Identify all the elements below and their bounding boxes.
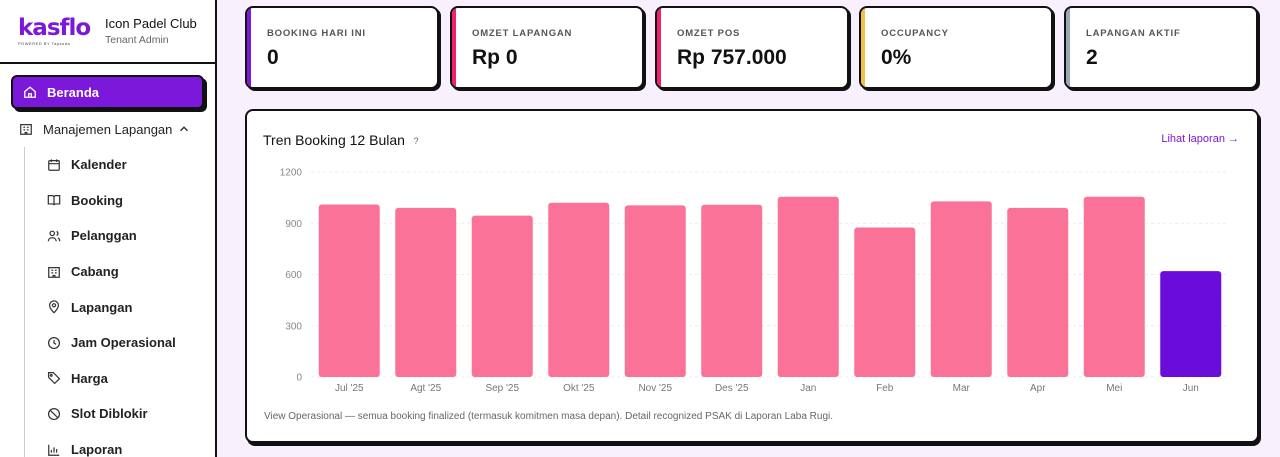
sidebar-item-kalender[interactable]: Kalender: [25, 147, 215, 183]
ban-icon: [47, 407, 61, 421]
stat-label: OMZET LAPANGAN: [472, 28, 573, 39]
building-icon: [47, 265, 61, 279]
sidebar: kasflo POWERED BY Tapsoda Icon Padel Clu…: [0, 0, 217, 457]
stat-value: 0: [267, 46, 279, 69]
y-tick-label: 600: [285, 270, 302, 281]
x-tick-label: Jan: [800, 383, 816, 394]
chart-footnote: View Operasional — semua booking finaliz…: [264, 411, 834, 422]
stat-label: BOOKING HARI INI: [267, 28, 366, 39]
sidebar-item-slot-diblokir[interactable]: Slot Diblokir: [25, 396, 215, 432]
y-tick-label: 1200: [280, 168, 303, 179]
stat-value: 2: [1086, 46, 1098, 69]
sidebar-item-pelanggan[interactable]: Pelanggan: [25, 218, 215, 254]
x-tick-label: Mar: [953, 383, 971, 394]
calendar-icon: [47, 158, 61, 172]
chart-icon: [47, 443, 61, 457]
x-tick-label: Jun: [1183, 383, 1199, 394]
card-accent: [1066, 8, 1070, 87]
brand-header: kasflo POWERED BY Tapsoda Icon Padel Clu…: [0, 0, 215, 64]
club-name: Icon Padel Club: [105, 15, 197, 31]
sidebar-item-label: Laporan: [71, 442, 123, 457]
stat-value: Rp 757.000: [677, 46, 787, 69]
x-tick-label: Okt '25: [563, 383, 595, 394]
x-tick-label: Sep '25: [485, 383, 519, 394]
chevron-up-icon[interactable]: [177, 122, 191, 136]
sidebar-item-cabang[interactable]: Cabang: [25, 254, 215, 290]
y-tick-label: 900: [285, 219, 302, 230]
logo-wordmark: kasflo: [18, 14, 91, 41]
sidebar-item-jam-operasional[interactable]: Jam Operasional: [25, 325, 215, 361]
sidebar-item-harga[interactable]: Harga: [25, 361, 215, 397]
stat-card-omzet-lapangan: OMZET LAPANGAN Rp 0: [450, 6, 644, 89]
sidebar-item-label: Kalender: [71, 157, 127, 173]
chart-bar[interactable]: [930, 201, 992, 377]
home-icon: [23, 85, 37, 99]
logo-tagline: POWERED BY Tapsoda: [18, 40, 71, 46]
stat-card-booking-hari-ini: BOOKING HARI INI 0: [245, 6, 439, 89]
users-icon: [47, 229, 61, 243]
panel-title: Tren Booking 12 Bulan: [263, 132, 405, 148]
kasflo-logo[interactable]: kasflo POWERED BY Tapsoda: [18, 14, 96, 46]
map-pin-icon: [47, 300, 61, 314]
sidebar-submenu: Kalender Booking Pelanggan Cabang Lapang…: [24, 147, 215, 457]
help-icon[interactable]: ?: [413, 136, 419, 146]
view-report-link[interactable]: Lihat laporan →: [1161, 133, 1239, 145]
sidebar-nav: Beranda Manajemen Lapangan Kalender Book…: [0, 64, 215, 457]
card-accent: [452, 8, 456, 87]
sidebar-item-label: Booking: [71, 192, 123, 208]
x-tick-label: Agt '25: [410, 383, 441, 394]
clock-icon: [47, 336, 61, 350]
sidebar-item-label: Jam Operasional: [71, 335, 176, 351]
booking-trend-chart: 0 300 600 900 1200 Jul '25 Agt '25 Sep '25 Okt '…: [280, 168, 1229, 394]
chart-bar[interactable]: [1007, 207, 1069, 377]
stat-card-omzet-pos: OMZET POS Rp 757.000: [655, 6, 849, 89]
chart-bar[interactable]: [548, 202, 610, 377]
sidebar-item-beranda[interactable]: Beranda: [11, 75, 204, 109]
chart-bar[interactable]: [701, 204, 763, 377]
stat-value: 0%: [881, 46, 912, 69]
tag-icon: [47, 371, 61, 385]
stat-label: OCCUPANCY: [881, 28, 949, 39]
sidebar-item-laporan[interactable]: Laporan: [25, 432, 215, 457]
chart-bar[interactable]: [1160, 271, 1222, 377]
stat-card-occupancy: OCCUPANCY 0%: [859, 6, 1053, 89]
x-tick-label: Feb: [876, 383, 894, 394]
sidebar-item-booking[interactable]: Booking: [25, 183, 215, 219]
sidebar-item-label: Pelanggan: [71, 228, 137, 244]
book-icon: [47, 193, 61, 207]
x-tick-label: Des '25: [715, 383, 749, 394]
y-tick-label: 0: [296, 373, 302, 384]
chart-bar[interactable]: [471, 215, 533, 377]
x-tick-label: Mei: [1106, 383, 1122, 394]
chart-bar[interactable]: [777, 196, 839, 377]
chart-bar[interactable]: [624, 205, 686, 377]
sidebar-item-label: Beranda: [47, 84, 100, 100]
user-role: Tenant Admin: [105, 33, 169, 46]
y-tick-label: 300: [285, 321, 302, 332]
stat-value: Rp 0: [472, 46, 518, 69]
building-icon: [19, 122, 33, 136]
sidebar-item-label: Lapangan: [71, 299, 133, 315]
sidebar-item-label: Cabang: [71, 264, 119, 280]
sidebar-item-lapangan[interactable]: Lapangan: [25, 289, 215, 325]
stat-card-lapangan-aktif: LAPANGAN AKTIF 2: [1064, 6, 1258, 89]
x-tick-label: Jul '25: [335, 383, 364, 394]
stat-label: OMZET POS: [677, 28, 741, 39]
card-accent: [657, 8, 661, 87]
chart-bar[interactable]: [1083, 196, 1145, 377]
sidebar-group-label: Manajemen Lapangan: [43, 121, 173, 137]
chart-bar[interactable]: [318, 204, 380, 377]
booking-trend-panel: Tren Booking 12 Bulan ? Lihat laporan → …: [245, 109, 1259, 443]
sidebar-item-label: Slot Diblokir: [71, 406, 148, 422]
stat-label: LAPANGAN AKTIF: [1086, 28, 1181, 39]
card-accent: [861, 8, 865, 87]
sidebar-group-manajemen-lapangan[interactable]: Manajemen Lapangan: [0, 111, 215, 147]
sidebar-item-label: Harga: [71, 370, 108, 386]
x-tick-label: Apr: [1030, 383, 1046, 394]
chart-bar[interactable]: [854, 227, 916, 377]
x-tick-label: Nov '25: [638, 383, 672, 394]
card-accent: [247, 8, 251, 87]
chart-bar[interactable]: [395, 207, 457, 377]
